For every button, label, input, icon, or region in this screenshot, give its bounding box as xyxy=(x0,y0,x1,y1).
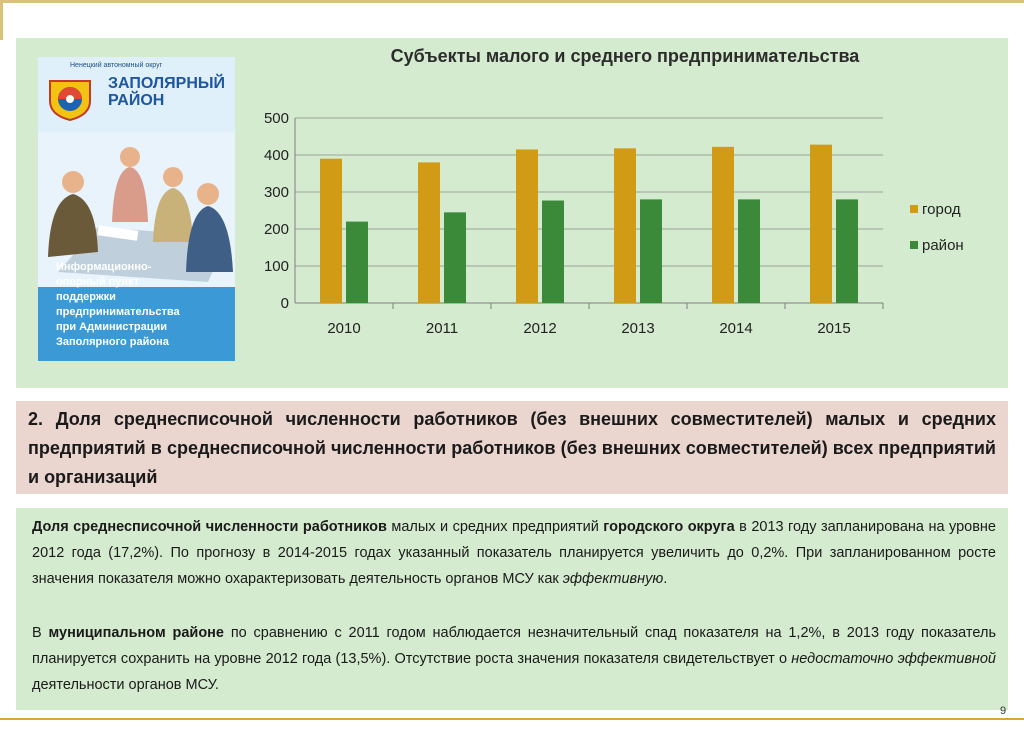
slide-frame-bottom xyxy=(0,718,1024,720)
bar-район xyxy=(640,199,662,303)
italic-text: недостаточно эффективной xyxy=(791,651,996,667)
x-tick-label: 2014 xyxy=(719,320,752,337)
cover-line: поддержки xyxy=(56,291,116,303)
cover-line: Заполярного района xyxy=(56,336,169,348)
slide-frame-top xyxy=(0,0,1024,3)
bold-text: муниципальном районе xyxy=(48,625,225,641)
bar-город xyxy=(320,158,342,303)
cover-line: предпринимательства xyxy=(56,306,180,318)
y-tick-label: 500 xyxy=(264,110,289,127)
bar-город xyxy=(712,146,734,303)
cover-title-line2: РАЙОН xyxy=(108,92,165,109)
bar-район xyxy=(346,221,368,303)
x-tick-label: 2013 xyxy=(621,320,654,337)
cover-line: опорный пункт xyxy=(56,276,139,288)
legend-label: город xyxy=(922,201,961,218)
bar-район xyxy=(738,199,760,303)
x-tick-label: 2011 xyxy=(426,320,458,337)
text: В xyxy=(32,625,49,641)
slide-frame-left xyxy=(0,0,3,40)
description-box xyxy=(16,508,1008,710)
cover-header: Ненецкий автономный округ ЗАПОЛЯРНЫЙ РАЙ… xyxy=(38,57,235,132)
text: . xyxy=(663,571,668,587)
page-number: 9 xyxy=(1000,705,1007,717)
bold-text: городского округа xyxy=(603,519,735,535)
text: деятельности органов МСУ. xyxy=(32,677,219,693)
cover-title: ЗАПОЛЯРНЫЙ РАЙОН xyxy=(108,75,225,109)
cover-description: Информационно- опорный пункт поддержки п… xyxy=(56,260,231,350)
chart-title: Субъекты малого и среднего предпринимате… xyxy=(390,46,860,66)
cover-title-line1: ЗАПОЛЯРНЫЙ xyxy=(108,75,226,92)
y-tick-label: 0 xyxy=(281,295,289,312)
legend-label: район xyxy=(922,237,964,254)
x-tick-label: 2010 xyxy=(327,320,360,337)
cover-region-text: Ненецкий автономный округ xyxy=(70,62,163,69)
section-heading-box xyxy=(16,401,1008,494)
y-tick-label: 400 xyxy=(264,147,289,164)
y-tick-label: 300 xyxy=(264,184,289,201)
cover-line: при Администрации xyxy=(56,321,168,333)
bar-город xyxy=(810,144,832,303)
cover-line: Информационно- xyxy=(56,261,152,273)
bar-район xyxy=(444,212,466,303)
bar-chart: 0 100 200 300 400 500 2010 2011 2012 2013 2014 2015… xyxy=(264,110,964,337)
bar-район xyxy=(836,199,858,303)
bar-район xyxy=(542,200,564,303)
meeting-illustration xyxy=(38,132,235,287)
district-emblem-icon xyxy=(49,80,91,121)
italic-text: эффективную xyxy=(562,571,664,587)
bar-город xyxy=(614,148,636,303)
x-tick-label: 2015 xyxy=(817,320,850,337)
section-heading: 2. Доля среднесписочной численности рабо… xyxy=(28,409,996,487)
x-tick-label: 2012 xyxy=(523,320,556,337)
paragraph-district: В муниципальном районе по сравнению с 20… xyxy=(32,620,996,698)
text: в 2013 году запланирована на уровне 2012… xyxy=(32,519,996,587)
bold-text: Доля среднесписочной численности работни… xyxy=(32,519,387,535)
legend-swatch xyxy=(910,241,918,249)
bar-город xyxy=(516,149,538,303)
y-tick-label: 100 xyxy=(264,258,289,275)
text: по сравнению с 2011 годом наблюдается не… xyxy=(32,625,997,667)
text: малых и средних предприятий xyxy=(386,519,604,535)
paragraph-city: Доля среднесписочной численности работни… xyxy=(32,514,996,592)
legend-swatch xyxy=(910,205,918,213)
brochure-cover-image: Ненецкий автономный округ ЗАПОЛЯРНЫЙ РАЙ… xyxy=(38,57,235,361)
bar-город xyxy=(418,162,440,303)
y-tick-label: 200 xyxy=(264,221,289,238)
